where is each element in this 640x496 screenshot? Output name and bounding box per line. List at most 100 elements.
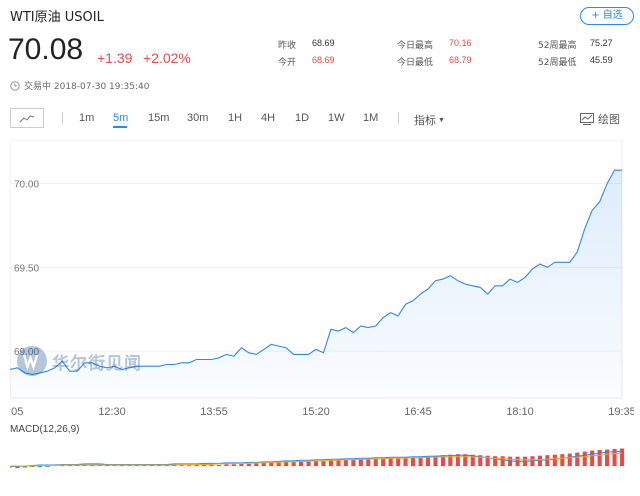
macd-bar — [15, 466, 20, 469]
macd-bar — [470, 454, 475, 466]
macd-bar — [321, 460, 326, 466]
instrument-title: WTI原油 USOIL — [10, 10, 104, 25]
macd-bar — [605, 449, 610, 466]
macd-bar — [157, 465, 162, 466]
stat-value-open: 68.69 — [312, 55, 335, 65]
draw-button[interactable]: 绘图 — [580, 111, 620, 127]
period-tab-4h[interactable]: 4H — [261, 112, 276, 124]
stat-value-52w-low: 45.59 — [590, 55, 613, 65]
add-to-watchlist-button[interactable]: + 自选 — [580, 7, 634, 25]
x-tick-label: 16:45 — [404, 406, 432, 418]
macd-bar — [500, 456, 505, 466]
stat-value-prev-close: 68.69 — [312, 38, 335, 48]
period-tab-30m[interactable]: 30m — [187, 112, 209, 124]
macd-bar — [112, 465, 117, 466]
macd-bar — [463, 454, 468, 466]
macd-bar — [306, 461, 311, 466]
period-tab-5m[interactable]: 5m — [113, 112, 129, 124]
macd-bar — [172, 465, 177, 466]
macd-bar — [381, 458, 386, 466]
macd-bar — [314, 460, 319, 466]
draw-label: 绘图 — [598, 114, 620, 126]
macd-bar — [299, 461, 304, 466]
macd-bar — [60, 465, 65, 466]
macd-bar — [164, 465, 169, 466]
stat-value-day-low: 68.79 — [449, 55, 472, 65]
macd-bar — [119, 465, 124, 466]
macd-bar — [22, 466, 27, 468]
macd-bar — [30, 466, 35, 467]
macd-bar — [239, 463, 244, 466]
macd-bar — [567, 453, 572, 466]
macd-bar — [552, 454, 557, 466]
macd-bar — [276, 462, 281, 466]
period-tab-1h[interactable]: 1H — [228, 112, 243, 124]
macd-bar — [336, 459, 341, 466]
macd-bar — [75, 465, 80, 466]
indicator-dropdown[interactable]: 指标 ▼ — [414, 112, 445, 128]
macd-bar — [575, 452, 580, 466]
period-tab-1m[interactable]: 1m — [79, 112, 95, 124]
macd-title: MACD(12,26,9) — [10, 424, 80, 435]
macd-bar — [216, 465, 221, 466]
y-tick-label: 70.00 — [14, 180, 39, 191]
chart-type-button[interactable] — [10, 108, 44, 128]
macd-bar — [97, 465, 102, 466]
macd-bar — [418, 456, 423, 466]
macd-bar — [351, 459, 356, 466]
macd-bar — [537, 455, 542, 466]
macd-bar — [179, 465, 184, 466]
macd-bar — [209, 465, 214, 466]
clock-icon — [10, 80, 20, 91]
market-status: 交易中 2018-07-30 19:35:40 — [10, 79, 149, 92]
macd-bar — [261, 462, 266, 466]
last-price: 70.08 — [8, 33, 84, 66]
macd-bar — [478, 455, 483, 466]
macd-bar — [142, 465, 147, 466]
period-tab-15m[interactable]: 15m — [148, 112, 170, 124]
macd-bar — [597, 450, 602, 466]
y-tick-label: 69.50 — [14, 263, 39, 274]
macd-bar — [127, 465, 132, 466]
macd-bar — [455, 454, 460, 466]
stat-label-day-low: 今日最低 — [397, 58, 434, 68]
macd-bar — [224, 464, 229, 466]
y-tick-label: 69.00 — [14, 347, 39, 358]
macd-dea-line — [10, 452, 623, 467]
macd-bar — [545, 455, 550, 466]
x-tick-label: 13:55 — [200, 406, 228, 418]
price-change-percent: +2.02% — [143, 50, 191, 66]
period-tab-1d[interactable]: 1D — [295, 112, 310, 124]
macd-bar — [358, 459, 363, 466]
macd-bar — [403, 457, 408, 466]
x-tick-label: 15:20 — [302, 406, 330, 418]
x-tick-label: 11:05 — [10, 406, 23, 418]
macd-bar — [246, 463, 251, 466]
macd-bar — [440, 455, 445, 466]
macd-bar — [373, 458, 378, 466]
macd-bar — [493, 456, 498, 466]
stat-value-52w-high: 75.27 — [590, 38, 613, 48]
macd-bar — [448, 454, 453, 466]
macd-bar — [485, 455, 490, 466]
macd-bar — [187, 465, 192, 466]
stat-value-day-high: 70.16 — [449, 38, 472, 48]
stat-label-prev-close: 昨收 — [278, 41, 297, 51]
macd-bar — [291, 461, 296, 466]
macd-bar — [67, 465, 72, 466]
macd-bar — [411, 457, 416, 467]
period-tab-1m-month[interactable]: 1M — [363, 112, 379, 124]
watermark-text: 华尔街见闻 — [52, 353, 142, 374]
watermark-logo-icon — [17, 346, 47, 376]
macd-bar — [231, 464, 236, 466]
price-chart[interactable]: 70.00 69.50 69.00 11:05 12:30 13:55 15:20 16:45… — [10, 140, 634, 490]
indicator-label: 指标 — [414, 115, 436, 127]
period-tab-1w[interactable]: 1W — [328, 112, 345, 124]
macd-bar — [45, 466, 50, 467]
macd-bar — [612, 449, 617, 466]
x-tick-label: 18:10 — [506, 406, 534, 418]
macd-bar — [105, 465, 110, 466]
macd-bar — [560, 454, 565, 466]
macd-bar — [134, 465, 139, 466]
macd-bar — [425, 456, 430, 466]
